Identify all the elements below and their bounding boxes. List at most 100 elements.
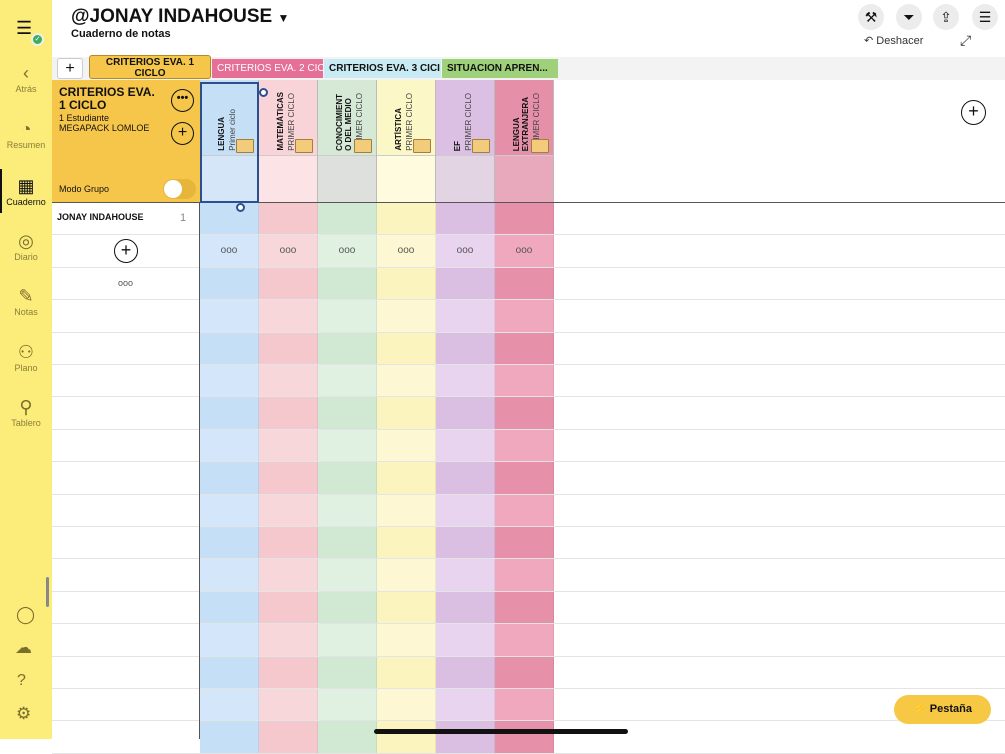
grade-cell[interactable] bbox=[259, 429, 318, 462]
grade-cell[interactable] bbox=[495, 527, 554, 559]
page-title[interactable]: @JONAY INDAHOUSE ▼ bbox=[71, 6, 289, 28]
grade-cell[interactable] bbox=[318, 721, 377, 753]
selection-handle[interactable] bbox=[259, 88, 268, 97]
toggles-icon[interactable]: ☰ bbox=[972, 4, 998, 30]
more-options-button[interactable]: ••• bbox=[171, 89, 194, 112]
grade-cell[interactable] bbox=[259, 462, 318, 494]
grade-cell[interactable] bbox=[377, 397, 436, 429]
grade-cell[interactable] bbox=[436, 429, 495, 462]
tab-criterios-3[interactable]: CRITERIOS EVA. 3 CICI bbox=[324, 59, 441, 78]
grade-cell[interactable] bbox=[495, 203, 554, 235]
grade-cell[interactable] bbox=[495, 494, 554, 526]
pestana-button[interactable]: ⚡ Pestaña bbox=[894, 695, 991, 724]
grade-cell[interactable] bbox=[318, 203, 377, 235]
grade-cell[interactable] bbox=[377, 267, 436, 300]
sidebar-item-notas[interactable]: ✎ Notas bbox=[0, 285, 52, 317]
grade-cell[interactable] bbox=[436, 656, 495, 688]
add-column-button[interactable]: + bbox=[961, 100, 986, 125]
grade-cell[interactable] bbox=[436, 721, 495, 753]
grade-cell[interactable] bbox=[318, 494, 377, 526]
grade-cell[interactable] bbox=[259, 624, 318, 656]
grade-cell[interactable] bbox=[377, 559, 436, 591]
undo-button[interactable]: ↶ Deshacer bbox=[864, 34, 923, 47]
grade-cell[interactable] bbox=[200, 527, 259, 559]
grade-cell[interactable] bbox=[377, 332, 436, 364]
grade-cell[interactable] bbox=[318, 559, 377, 591]
column-header[interactable]: MATEMÁTICAS PRIMER CICLO bbox=[259, 80, 318, 203]
cloud-upload-icon[interactable]: ☁ bbox=[15, 638, 32, 657]
grade-cell[interactable]: ooo bbox=[200, 235, 259, 267]
grade-cell[interactable] bbox=[318, 300, 377, 332]
grade-cell[interactable] bbox=[318, 527, 377, 559]
grade-cell[interactable] bbox=[495, 656, 554, 688]
student-name[interactable]: JONAY INDAHOUSE bbox=[57, 212, 144, 222]
grade-cell[interactable] bbox=[259, 332, 318, 364]
check-icon[interactable]: ◯ bbox=[16, 605, 36, 624]
grade-cell[interactable] bbox=[495, 721, 554, 753]
sidebar-item-tablero[interactable]: ⚲ Tablero bbox=[0, 396, 52, 428]
sidebar-item-diario[interactable]: ◎ Diario bbox=[0, 230, 52, 262]
grade-cell[interactable] bbox=[200, 462, 259, 494]
grade-cell[interactable] bbox=[377, 656, 436, 688]
group-mode-toggle[interactable] bbox=[163, 179, 196, 199]
grade-cell[interactable] bbox=[259, 591, 318, 624]
grade-cell[interactable] bbox=[318, 656, 377, 688]
grade-cell[interactable] bbox=[436, 591, 495, 624]
grade-cell[interactable] bbox=[259, 721, 318, 753]
grade-cell[interactable] bbox=[259, 397, 318, 429]
grade-cell[interactable] bbox=[495, 397, 554, 429]
grade-cell[interactable] bbox=[436, 494, 495, 526]
grade-cell[interactable] bbox=[318, 397, 377, 429]
grade-cell[interactable] bbox=[377, 689, 436, 721]
grade-cell[interactable] bbox=[200, 721, 259, 753]
column-header[interactable]: CONOCIMIENT O DEL MEDIO PRIMER CICLO bbox=[318, 80, 377, 203]
scrollbar[interactable] bbox=[46, 577, 49, 607]
grade-cell[interactable] bbox=[436, 397, 495, 429]
grade-cell[interactable] bbox=[436, 527, 495, 559]
folder-icon[interactable] bbox=[354, 139, 372, 153]
grade-cell[interactable] bbox=[377, 462, 436, 494]
grade-cell[interactable] bbox=[259, 656, 318, 688]
grade-cell[interactable] bbox=[436, 462, 495, 494]
grade-cell[interactable] bbox=[200, 267, 259, 300]
column-header[interactable]: LENGUA Primer ciclo bbox=[200, 80, 259, 203]
grade-cell[interactable]: ooo bbox=[377, 235, 436, 267]
grade-cell[interactable] bbox=[495, 429, 554, 462]
grade-cell[interactable] bbox=[436, 559, 495, 591]
help-icon[interactable]: ? bbox=[17, 672, 26, 689]
grade-cell[interactable] bbox=[377, 494, 436, 526]
grade-cell[interactable] bbox=[436, 267, 495, 300]
tab-situacion[interactable]: SITUACION APREN... bbox=[442, 59, 558, 78]
selection-handle[interactable] bbox=[236, 203, 245, 212]
column-header[interactable]: LENGUA EXTRANJERA PRIMER CICLO bbox=[495, 80, 554, 203]
grade-cell[interactable] bbox=[436, 300, 495, 332]
add-button[interactable]: + bbox=[171, 122, 194, 145]
grade-cell[interactable]: ooo bbox=[495, 235, 554, 267]
grade-cell[interactable] bbox=[318, 591, 377, 624]
grade-cell[interactable] bbox=[318, 332, 377, 364]
grade-cell[interactable] bbox=[377, 527, 436, 559]
grade-cell[interactable] bbox=[377, 624, 436, 656]
grade-cell[interactable] bbox=[200, 365, 259, 397]
share-icon[interactable]: ⇪ bbox=[933, 4, 959, 30]
folder-icon[interactable] bbox=[413, 139, 431, 153]
grade-cell[interactable] bbox=[436, 689, 495, 721]
grade-cell[interactable] bbox=[495, 332, 554, 364]
grade-cell[interactable] bbox=[259, 365, 318, 397]
more-options[interactable]: ooo bbox=[118, 277, 134, 288]
grade-cell[interactable] bbox=[377, 591, 436, 624]
folder-icon[interactable] bbox=[531, 139, 549, 153]
grade-cell[interactable] bbox=[259, 267, 318, 300]
add-tab-button[interactable]: + bbox=[57, 58, 83, 79]
grade-cell[interactable] bbox=[259, 527, 318, 559]
menu-icon[interactable]: ☰ bbox=[16, 18, 33, 38]
grade-cell[interactable] bbox=[200, 300, 259, 332]
grade-cell[interactable] bbox=[495, 365, 554, 397]
grade-cell[interactable] bbox=[200, 397, 259, 429]
grade-cell[interactable]: ooo bbox=[259, 235, 318, 267]
grade-cell[interactable] bbox=[495, 559, 554, 591]
grade-cell[interactable] bbox=[200, 591, 259, 624]
grade-cell[interactable] bbox=[377, 365, 436, 397]
grade-cell[interactable] bbox=[200, 332, 259, 364]
grade-cell[interactable] bbox=[377, 203, 436, 235]
